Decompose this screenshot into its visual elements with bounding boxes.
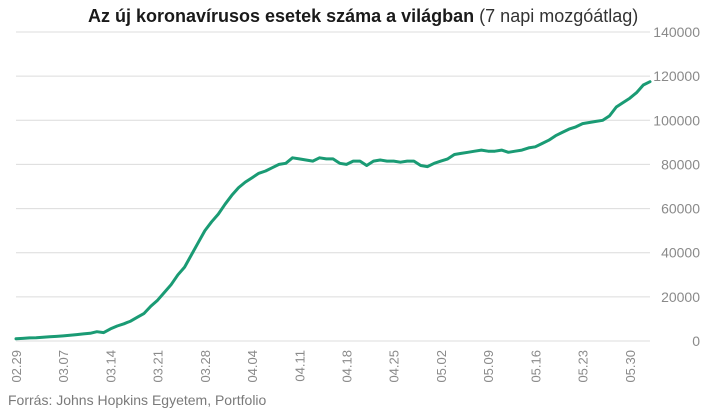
x-tick-label: 05.23 <box>576 350 591 383</box>
series-line <box>14 80 652 341</box>
y-tick-label: 20000 <box>661 289 700 305</box>
y-tick-label: 0 <box>692 333 700 349</box>
y-tick-label: 60000 <box>661 201 700 217</box>
x-tick-label: 04.25 <box>387 350 402 383</box>
x-tick-label: 04.04 <box>245 350 260 383</box>
x-tick-label: 04.18 <box>339 350 354 383</box>
x-tick-label: 03.21 <box>151 350 166 383</box>
x-tick-label: 02.29 <box>9 350 24 383</box>
x-tick-label: 05.02 <box>434 350 449 383</box>
x-tick-label: 04.11 <box>292 350 307 382</box>
x-tick-label: 03.28 <box>198 350 213 383</box>
source-note: Forrás: Johns Hopkins Egyetem, Portfolio <box>8 392 267 408</box>
x-tick-label: 03.14 <box>103 350 118 383</box>
x-tick-label: 05.16 <box>528 350 543 383</box>
chart-title-main: Az új koronavírusos esetek száma a világ… <box>88 6 475 26</box>
chart-title: Az új koronavírusos esetek száma a világ… <box>88 6 648 27</box>
x-tick-label: 05.30 <box>623 350 638 383</box>
y-tick-label: 100000 <box>653 112 700 128</box>
y-tick-label: 140000 <box>653 24 700 40</box>
y-tick-label: 80000 <box>661 156 700 172</box>
x-tick-label: 03.07 <box>56 350 71 383</box>
y-tick-label: 40000 <box>661 245 700 261</box>
chart-title-note: (7 napi mozgóátlag) <box>479 6 639 26</box>
x-tick-label: 05.09 <box>481 350 496 383</box>
y-tick-label: 120000 <box>653 68 700 84</box>
